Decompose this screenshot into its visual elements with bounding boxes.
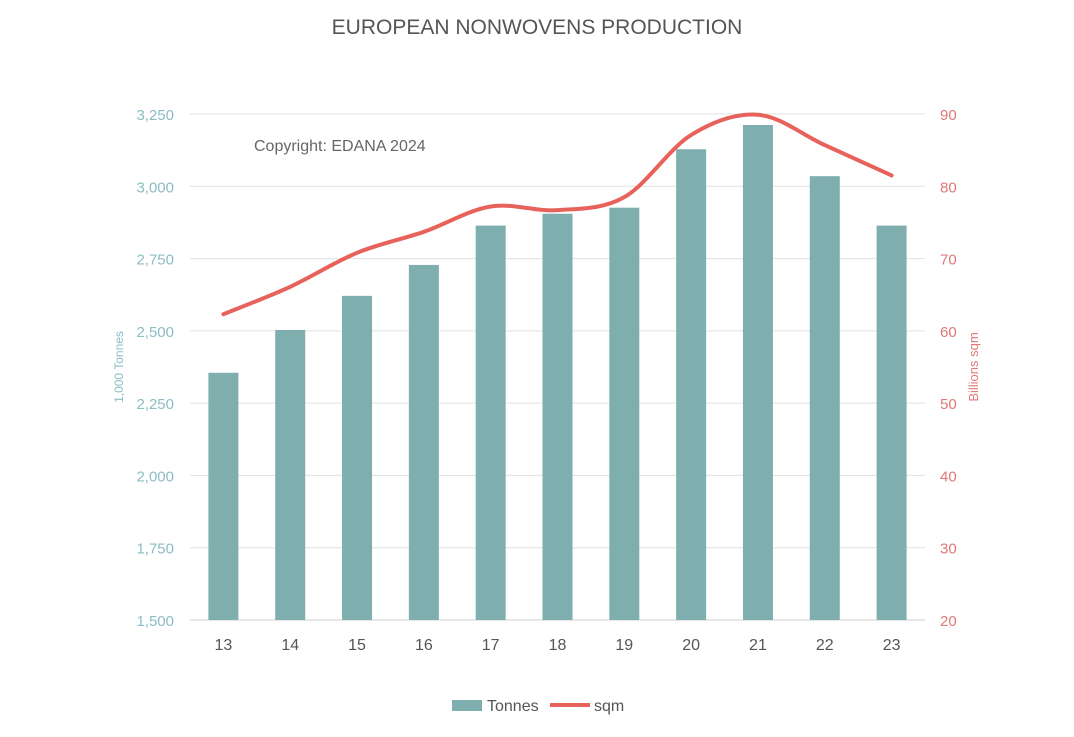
y-tick-label: 3,000 [136,179,174,196]
y2-tick-label: 70 [940,252,957,269]
y-tick-label: 2,250 [136,396,174,413]
bars [208,124,907,621]
legend-swatch-tonnes [452,700,482,711]
bar-18 [542,213,573,621]
x-tick-label: 16 [415,637,433,654]
y2-axis-label: Billions sqm [966,332,981,401]
bar-15 [342,295,373,620]
y2-tick-label: 80 [940,179,957,196]
bar-20 [676,149,707,620]
y2-tick-label: 50 [940,396,957,413]
bar-14 [275,329,306,620]
y2-tick-label: 40 [940,468,957,485]
y2-tick-label: 60 [940,324,957,341]
x-tick-label: 21 [749,637,767,654]
x-tick-label: 18 [549,637,567,654]
bar-22 [809,176,840,620]
bar-16 [408,264,439,620]
chart-title: EUROPEAN NONWOVENS PRODUCTION [332,16,743,39]
x-tick-label: 15 [348,637,366,654]
y2-tick-label: 30 [940,541,957,558]
legend-label-sqm: sqm [594,698,624,715]
y-tick-label: 2,000 [136,468,174,485]
x-tick-label: 17 [482,637,500,654]
x-tick-label: 14 [281,637,299,654]
bar-23 [876,225,907,621]
legend-label-tonnes: Tonnes [487,698,539,715]
legend: Tonnes sqm [452,698,624,715]
x-tick-label: 20 [682,637,700,654]
y-tick-label: 1,750 [136,541,174,558]
sqm-line [221,112,894,317]
bar-13 [208,372,239,620]
x-tick-label: 22 [816,637,834,654]
bar-21 [742,124,773,620]
x-tick-label: 19 [615,637,633,654]
bar-19 [609,207,640,620]
x-axis-ticks: 13 14 15 16 17 18 19 20 21 22 23 [215,637,901,654]
y-tick-label: 2,500 [136,324,174,341]
bar-17 [475,225,506,621]
y-tick-label: 1,500 [136,613,174,630]
left-axis-ticks: 1,500 1,750 2,000 2,250 2,500 2,750 3,000 3,250 [136,107,174,630]
y-axis-label: 1,000 Tonnes [112,331,126,403]
annotation-copyright: Copyright: EDANA 2024 [254,138,426,155]
right-axis-ticks: 20 30 40 50 60 70 80 90 [940,107,957,630]
y-tick-label: 2,750 [136,252,174,269]
y2-tick-label: 20 [940,613,957,630]
y2-tick-label: 90 [940,107,957,124]
x-tick-label: 23 [883,637,901,654]
y-tick-label: 3,250 [136,107,174,124]
x-tick-label: 13 [215,637,233,654]
